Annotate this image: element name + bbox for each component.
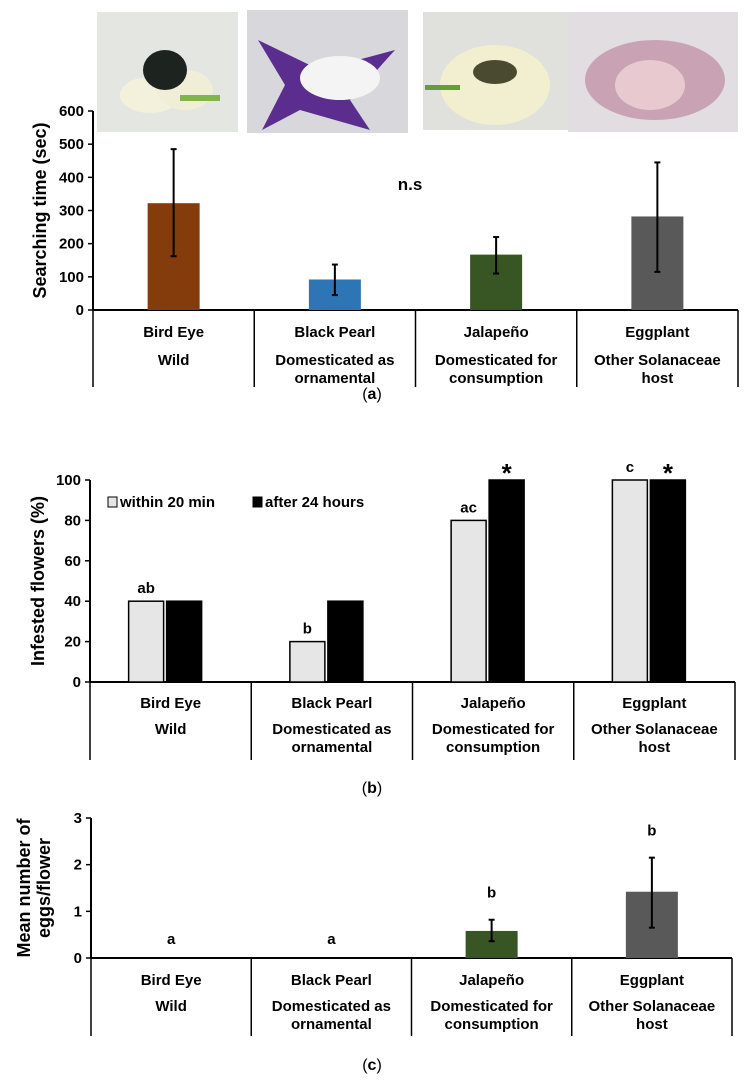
bar-within-20-min [289, 640, 326, 683]
legend-swatch [107, 496, 118, 508]
photo-black-pearl [247, 10, 408, 133]
x-group-label: Domesticated as [275, 352, 394, 369]
y-tick-label: 80 [64, 512, 81, 529]
significance-letter: ab [137, 580, 155, 597]
y-axis-title: eggs/flower [34, 838, 54, 938]
x-group-label: host [642, 370, 674, 387]
photo-eggplant [568, 12, 738, 132]
x-group-label: consumption [445, 1016, 539, 1033]
y-axis-title: Mean number of [14, 817, 34, 957]
bar-within-20-min [127, 600, 165, 683]
bar-after-24-hours [488, 479, 525, 683]
chart-panel-a: 0 100 200 300 400 500 600 Bird Eye Wild Black Pea… [30, 103, 739, 403]
x-group-label: Domesticated as [272, 998, 391, 1015]
flower-photos [97, 10, 738, 133]
y-tick-label: 60 [64, 553, 81, 570]
significance-star: * [502, 458, 513, 488]
legend-swatch [252, 496, 263, 508]
significance-letter: ac [460, 499, 477, 516]
panel-letter: c [368, 1057, 377, 1074]
bar-after-24-hours [649, 479, 687, 683]
y-tick-label: 500 [59, 136, 84, 153]
y-tick-label: 0 [74, 950, 82, 967]
x-category-label: Bird Eye [140, 695, 201, 712]
x-group-label: host [636, 1016, 668, 1033]
x-group-label: consumption [446, 739, 540, 756]
legend-label: within 20 min [119, 494, 215, 511]
chart-panel-b: 0 20 40 60 80 100 Bird Eye Wild Black Pearl Domes… [28, 458, 736, 797]
bar-within-20-min [611, 479, 649, 683]
y-tick-label: 100 [56, 472, 81, 489]
panel-caption: (c) [362, 1057, 382, 1074]
x-group-label: Wild [155, 998, 187, 1015]
significance-star: * [663, 458, 674, 488]
y-tick-label: 600 [59, 103, 84, 120]
y-tick-label: 40 [64, 593, 81, 610]
x-group-label: consumption [449, 370, 543, 387]
panel-caption: (a) [362, 386, 382, 403]
x-group-label: Domesticated for [430, 998, 553, 1015]
y-axis-title: Infested flowers (%) [28, 496, 48, 666]
y-tick-label: 1 [74, 903, 82, 920]
x-group-label: ornamental [294, 370, 375, 387]
x-group-label: Domesticated for [432, 721, 555, 738]
y-tick-label: 20 [64, 634, 81, 651]
x-category-label: Black Pearl [291, 695, 372, 712]
x-category-label: Jalapeño [464, 324, 529, 341]
y-tick-label: 2 [74, 857, 82, 874]
y-axis-title: Searching time (sec) [30, 122, 50, 298]
x-category-label: Eggplant [622, 695, 686, 712]
chart-panel-c: 0 1 2 3 Bird Eye Wild Black Pearl Domesticated … [14, 810, 733, 1074]
y-tick-label: 0 [73, 674, 81, 691]
panel-letter: a [368, 386, 377, 403]
not-significant-label: n.s [398, 175, 423, 194]
y-tick-label: 200 [59, 236, 84, 253]
x-category-label: Eggplant [625, 324, 689, 341]
x-category-label: Jalapeño [459, 972, 524, 989]
bar-after-24-hours [327, 600, 364, 683]
x-category-label: Black Pearl [291, 972, 372, 989]
x-category-label: Bird Eye [141, 972, 202, 989]
significance-letter: a [167, 931, 176, 948]
x-group-label: ornamental [291, 1016, 372, 1033]
significance-letter: b [487, 885, 496, 902]
x-group-label: Domesticated for [435, 352, 558, 369]
x-category-label: Eggplant [620, 972, 684, 989]
y-tick-label: 300 [59, 203, 84, 220]
x-group-label: Other Solanaceae [589, 998, 716, 1015]
legend-label: after 24 hours [265, 494, 364, 511]
y-tick-label: 400 [59, 169, 84, 186]
x-group-label: Domesticated as [272, 721, 391, 738]
x-group-label: Wild [155, 721, 187, 738]
bar-after-24-hours [165, 600, 203, 683]
x-category-label: Bird Eye [143, 324, 204, 341]
x-group-label: ornamental [291, 739, 372, 756]
significance-letter: b [303, 621, 312, 638]
y-tick-label: 0 [76, 302, 84, 319]
significance-letter: a [327, 931, 336, 948]
y-tick-label: 100 [59, 269, 84, 286]
significance-letter: b [647, 823, 656, 840]
y-tick-label: 3 [74, 810, 82, 827]
bar-within-20-min [450, 519, 487, 683]
panel-caption: (b) [362, 780, 382, 797]
significance-letter: c [626, 459, 634, 476]
panel-letter: b [367, 780, 377, 797]
x-group-label: Other Solanaceae [594, 352, 721, 369]
photo-bird-eye [97, 12, 238, 132]
x-category-label: Black Pearl [294, 324, 375, 341]
x-group-label: Other Solanaceae [591, 721, 718, 738]
x-group-label: Wild [158, 352, 190, 369]
x-group-label: host [639, 739, 671, 756]
x-category-label: Jalapeño [461, 695, 526, 712]
photo-jalapeno [423, 12, 578, 130]
